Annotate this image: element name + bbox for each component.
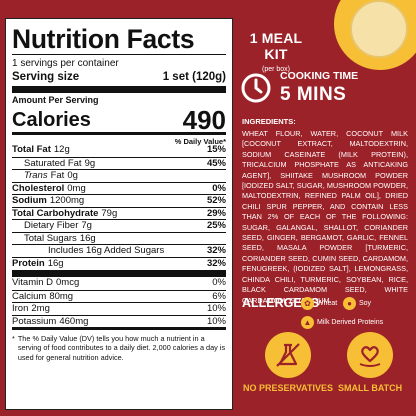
nutrient-row-dietary-fiber: Dietary Fiber 7g 25% (12, 219, 226, 232)
nutrient-row-protein: Protein 16g 32% (12, 256, 226, 269)
wheat-icon: ✿ (301, 297, 314, 310)
nutrition-title: Nutrition Facts (12, 24, 195, 54)
nutrient-row-trans-fat: Trans Fat 0g (12, 169, 226, 182)
noodle-cake-image (334, 0, 416, 70)
allergen-milk: ▲ Milk Derived Proteins (301, 316, 383, 329)
meal-kit-subtitle: (per box) (261, 66, 290, 73)
heart-hand-icon (347, 332, 394, 378)
cooking-time-label: COOKING TIME (280, 70, 359, 82)
soy-icon: ● (343, 297, 356, 310)
allergens-title: ALLERGENS (242, 296, 320, 310)
badge-small-batch: SMALL BATCH (338, 332, 402, 393)
nutrient-row-total-carbohydrate: Total Carbohydrate 79g 29% (12, 206, 226, 219)
serving-size: Serving size 1 set (120g) (12, 70, 226, 86)
allergen-soy: ● Soy (343, 297, 371, 310)
milk-icon: ▲ (301, 316, 314, 329)
daily-value-footnote: * The % Daily Value (DV) tells you how m… (12, 334, 226, 362)
servings-per-container: 1 servings per container (12, 58, 119, 69)
meal-kit-info: 1 MEAL KIT (per box) (237, 30, 315, 73)
calories-label: Calories (12, 109, 91, 131)
daily-value-header: % Daily Value* (12, 132, 226, 146)
nutrient-row-vitamin-d: Vitamin D 0mcg 0% (12, 277, 226, 288)
serving-size-label: Serving size (12, 71, 80, 83)
nutrient-row-total-sugars: Total Sugars 16g (12, 231, 226, 245)
nutrient-row-sodium: Sodium 1200mg 52% (12, 194, 226, 206)
serving-size-value: 1 set (120g) (162, 71, 226, 83)
calories-value: 490 (182, 105, 226, 135)
ingredients-title: INGREDIENTS: (242, 117, 296, 126)
calories-row: Calories 490 (12, 105, 226, 135)
nutrient-row-added-sugars: Includes 16g Added Sugars 32% (12, 244, 226, 257)
nutrient-row-saturated-fat: Saturated Fat 9g 45% (12, 156, 226, 170)
nutrient-row-potassium: Potassium 460mg 10% (12, 314, 226, 327)
nutrient-row-total-fat: Total Fat 12g 15% (12, 144, 226, 155)
nutrient-row-calcium: Calcium 80mg 6% (12, 289, 226, 302)
amount-per-serving: Amount Per Serving (12, 95, 99, 105)
flask-icon (265, 332, 312, 378)
nutrient-row-iron: Iron 2mg 10% (12, 302, 226, 314)
nutrition-facts-label: Nutrition Facts 1 servings per container… (5, 18, 233, 410)
cooking-time-value: 5 MINS (280, 84, 347, 105)
ingredients-text: WHEAT FLOUR, WATER, COCONUT MILK [COCONU… (242, 129, 408, 305)
badge-no-preservatives: NO PRESERVATIVES (243, 332, 333, 393)
meal-kit-title: 1 MEAL KIT (249, 30, 303, 62)
nutrient-row-cholesterol: Cholesterol 0mg 0% (12, 181, 226, 194)
clock-icon (241, 73, 271, 103)
allergen-wheat: ✿ Wheat (301, 297, 337, 310)
